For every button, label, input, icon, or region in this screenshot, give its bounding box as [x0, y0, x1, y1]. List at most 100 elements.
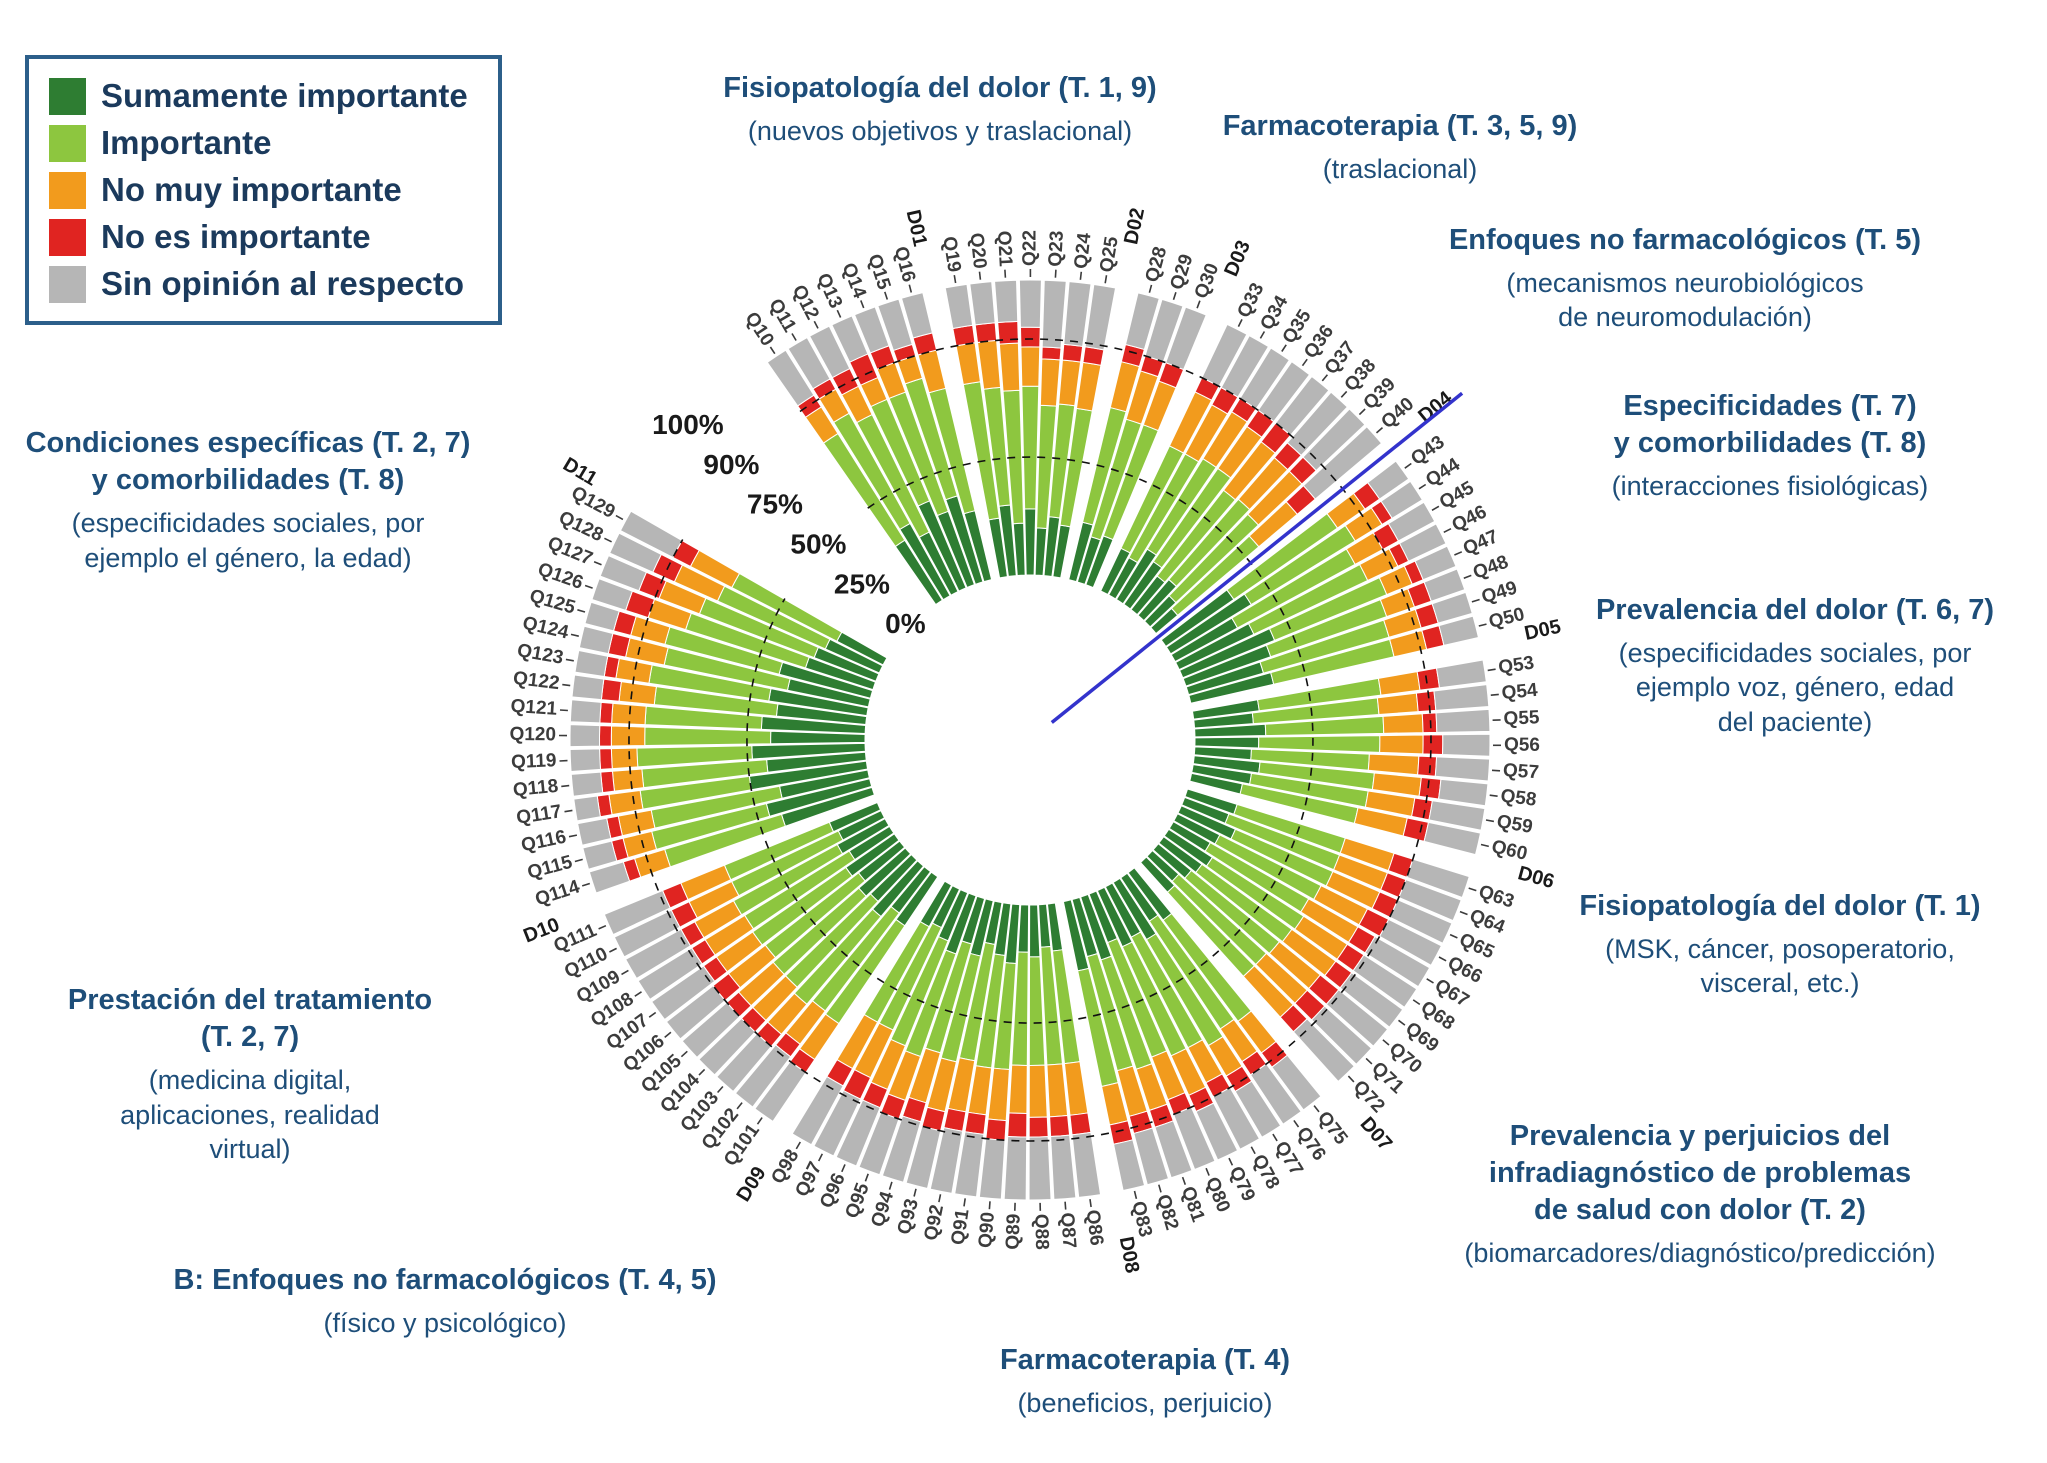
- bar-segment-Q12: [808, 325, 851, 379]
- annotation-title: Fisiopatología del dolor (T. 1): [1579, 890, 1981, 922]
- question-tick: [1172, 291, 1177, 301]
- bar-segment-Q55: [1421, 712, 1438, 734]
- question-label-Q91: Q91: [948, 1207, 974, 1246]
- legend-swatch-sumamente-importante: [49, 77, 86, 115]
- question-label-Q121: Q121: [510, 696, 558, 720]
- bar-segment-Q20: [974, 322, 998, 344]
- question-tick: [1382, 1039, 1390, 1046]
- question-label-Q94: Q94: [867, 1189, 898, 1230]
- question-tick: [1471, 598, 1480, 603]
- question-tick: [953, 274, 957, 284]
- annotation-title: Especificidades (T. 7) y comorbilidades …: [1613, 390, 1927, 460]
- question-tick: [1443, 527, 1452, 534]
- question-tick: [1321, 374, 1329, 382]
- question-tick: [1454, 551, 1463, 556]
- bar-segment-Q76: [1249, 1063, 1302, 1125]
- annotation-subtitle: (traslacional): [1322, 154, 1478, 185]
- question-tick: [963, 1198, 966, 1207]
- bar-segment-Q123: [574, 649, 609, 678]
- bar-segment-Q48: [1423, 568, 1466, 602]
- bar-segment-Q58: [1437, 778, 1489, 807]
- bar-segment-Q11: [787, 336, 831, 390]
- question-label-Q28: Q28: [1142, 244, 1172, 284]
- question-tick: [615, 514, 624, 521]
- question-tick: [860, 300, 865, 309]
- question-tick: [717, 1085, 724, 1094]
- bar-segment-Q13: [831, 315, 869, 363]
- question-tick: [1064, 1201, 1067, 1210]
- legend-label: Sumamente importante: [101, 77, 468, 114]
- bar-segment-Q119: [599, 748, 613, 770]
- bar-segment-Q122: [600, 678, 622, 702]
- legend-swatch-no-es-importante: [49, 218, 86, 256]
- question-label-Q54: Q54: [1501, 680, 1539, 704]
- annotation-enfoques-no-farmacologicos-t45: B: Enfoques no farmacológicos (T. 4, 5) …: [125, 1262, 765, 1340]
- bar-segment-Q111: [603, 889, 671, 936]
- question-tick: [559, 709, 568, 712]
- bar-segment-Q60: [1423, 821, 1482, 856]
- bar-segment-Q20: [969, 281, 996, 326]
- annotation-condiciones-especificas: Condiciones específicas (T. 2, 7) y como…: [18, 425, 478, 575]
- question-tick: [562, 683, 571, 687]
- bar-segment-Q24: [1058, 359, 1082, 407]
- bar-segment-Q115: [582, 840, 618, 870]
- bar-segment-Q54: [1376, 692, 1419, 716]
- question-label-Q82: Q82: [1152, 1192, 1182, 1232]
- question-label-Q19: Q19: [938, 235, 964, 274]
- annotation-title: Farmacoterapia (T. 4): [999, 1344, 1291, 1376]
- question-tick: [1365, 1057, 1373, 1065]
- bar-segment-Q116: [577, 817, 612, 846]
- bar-segment-Q79: [1195, 1102, 1239, 1161]
- bar-segment-Q88: [1028, 1116, 1049, 1138]
- domain-label-D03: D03: [1220, 237, 1255, 279]
- question-label-Q60: Q60: [1490, 836, 1530, 865]
- bar-segment-Q65: [1389, 899, 1453, 944]
- question-tick: [648, 1011, 657, 1018]
- bar-segment-Q117: [573, 795, 601, 822]
- bar-segment-Q127: [599, 555, 648, 592]
- question-tick: [584, 584, 593, 589]
- bar-segment-Q83: [1112, 1139, 1146, 1192]
- legend-swatch-sin-opinion: [49, 265, 86, 303]
- question-tick: [577, 609, 586, 613]
- bar-segment-Q89: [1007, 1112, 1028, 1138]
- question-tick: [1463, 574, 1472, 579]
- legend-item: Sin opinión al respecto: [49, 265, 468, 303]
- bar-segment-Q19: [955, 342, 981, 386]
- question-tick: [1237, 319, 1243, 327]
- bar-segment-Q109: [624, 928, 692, 980]
- bar-segment-Q22: [1020, 346, 1041, 387]
- question-label-Q124: Q124: [521, 613, 571, 644]
- question-tick: [698, 1068, 706, 1076]
- bar-segment-Q14: [853, 306, 890, 354]
- question-tick: [574, 858, 583, 863]
- question-label-Q90: Q90: [975, 1211, 999, 1249]
- bar-segment-Q24: [1061, 343, 1084, 363]
- question-tick: [1485, 819, 1495, 823]
- domain-label-D01: D01: [902, 208, 931, 249]
- question-label-Q93: Q93: [894, 1197, 923, 1237]
- domain-label-D08: D08: [1115, 1235, 1143, 1275]
- question-tick: [756, 1117, 763, 1125]
- annotation-title: B: Enfoques no farmacológicos (T. 4, 5): [173, 1264, 717, 1296]
- question-label-Q23: Q23: [1045, 230, 1068, 267]
- bar-segment-Q86: [1071, 1131, 1102, 1198]
- annotation-subtitle: (MSK, cáncer, posoperatorio, visceral, e…: [1605, 934, 1955, 999]
- question-tick: [1089, 1198, 1092, 1208]
- annotation-subtitle: (beneficios, perjuicio): [1017, 1388, 1273, 1419]
- question-label-Q30: Q30: [1191, 260, 1224, 301]
- question-label-Q123: Q123: [515, 640, 564, 669]
- axis-labels: 100% 90% 75% 50% 25% 0%: [652, 409, 926, 639]
- dashed-ring-90: [628, 338, 1432, 1142]
- question-tick: [1181, 1176, 1187, 1185]
- bar-segment-Q53: [1377, 671, 1421, 696]
- bar-segment-Q30: [1165, 306, 1207, 371]
- question-tick: [884, 291, 889, 300]
- question-tick: [1431, 505, 1440, 511]
- bar-segment-Q119: [569, 748, 602, 772]
- bar-segment-Q97: [813, 1089, 862, 1157]
- bar-segment-Q106: [665, 984, 726, 1040]
- chart-bars: [569, 279, 1491, 1201]
- legend-label: No muy importante: [101, 171, 402, 208]
